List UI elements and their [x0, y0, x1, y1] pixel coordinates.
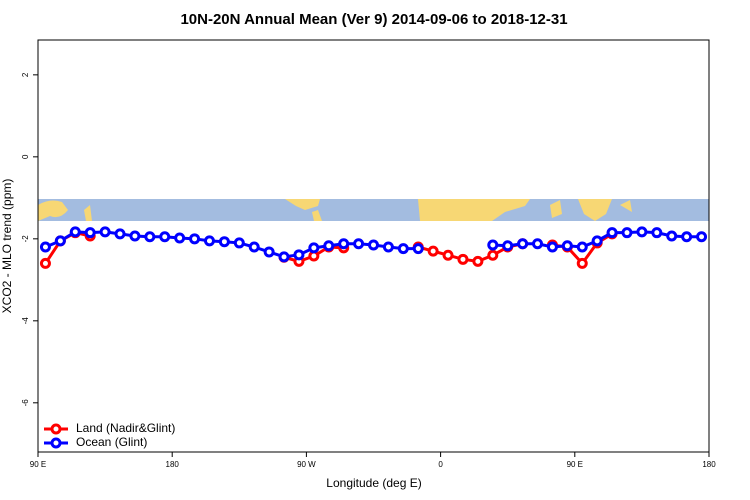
- y-tick-label: -2: [21, 235, 30, 243]
- legend-label: Ocean (Glint): [76, 435, 147, 449]
- data-point: [427, 245, 439, 257]
- data-point: [457, 253, 469, 265]
- data-point: [397, 243, 409, 255]
- x-tick-label: 90 E: [30, 460, 46, 469]
- data-point: [636, 226, 648, 238]
- data-point: [576, 257, 588, 269]
- legend-marker: [50, 437, 62, 449]
- chart-title: 10N-20N Annual Mean (Ver 9) 2014-09-06 t…: [180, 11, 567, 28]
- data-point: [69, 226, 81, 238]
- data-point: [621, 227, 633, 239]
- x-tick-label: 90 E: [567, 460, 583, 469]
- data-point: [606, 227, 618, 239]
- map-background: [38, 199, 709, 221]
- data-point: [696, 231, 708, 243]
- data-point: [517, 238, 529, 250]
- x-tick-label: 180: [702, 460, 716, 469]
- data-point: [576, 241, 588, 253]
- data-point: [203, 235, 215, 247]
- data-point: [144, 231, 156, 243]
- data-point: [293, 249, 305, 261]
- data-point: [39, 257, 51, 269]
- data-point: [502, 240, 514, 252]
- data-point: [218, 236, 230, 248]
- data-point: [39, 241, 51, 253]
- data-point: [546, 241, 558, 253]
- data-point: [368, 239, 379, 251]
- data-point: [591, 235, 603, 247]
- data-point: [651, 227, 663, 239]
- data-point: [189, 233, 201, 245]
- data-point: [472, 255, 484, 267]
- data-point: [263, 246, 275, 258]
- data-point: [129, 230, 141, 242]
- data-point: [54, 235, 66, 247]
- data-point: [353, 238, 365, 250]
- data-point: [382, 241, 394, 253]
- data-point: [308, 242, 320, 254]
- data-point: [84, 227, 96, 239]
- data-point: [278, 251, 290, 263]
- x-tick-label: 90 W: [297, 460, 316, 469]
- data-point: [412, 243, 424, 255]
- data-point: [561, 240, 573, 252]
- data-point: [532, 238, 544, 250]
- data-point: [174, 232, 186, 244]
- data-point: [114, 228, 126, 240]
- data-point: [487, 239, 499, 251]
- y-tick-label: -6: [21, 399, 30, 407]
- data-point: [159, 231, 171, 243]
- data-point: [681, 231, 693, 243]
- legend-label: Land (Nadir&Glint): [76, 421, 175, 435]
- data-point: [338, 238, 350, 250]
- data-point: [99, 226, 111, 238]
- x-tick-label: 180: [166, 460, 180, 469]
- y-tick-label: -4: [21, 317, 30, 325]
- data-point: [442, 249, 454, 261]
- data-point: [487, 249, 499, 261]
- x-tick-label: 0: [438, 460, 443, 469]
- y-tick-label: 0: [21, 154, 30, 159]
- x-axis-label: Longitude (deg E): [326, 476, 421, 490]
- legend-marker: [50, 423, 62, 435]
- data-point: [248, 241, 260, 253]
- y-tick-label: 2: [21, 72, 30, 77]
- data-point: [233, 237, 245, 249]
- data-point: [666, 230, 678, 242]
- plot-frame: [37, 39, 710, 453]
- data-point: [323, 240, 335, 252]
- y-axis-label: XCO2 - MLO trend (ppm): [0, 179, 14, 314]
